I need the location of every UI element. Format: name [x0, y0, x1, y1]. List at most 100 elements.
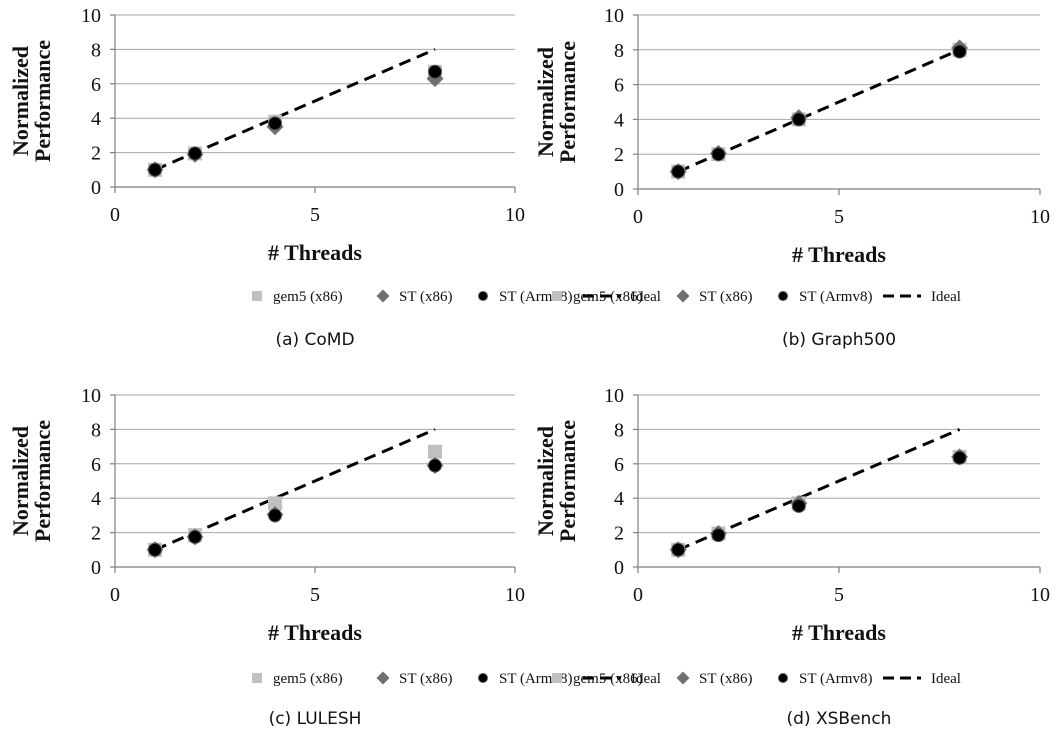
data-point-circle [952, 44, 967, 59]
legend-label: ST (x86) [399, 289, 452, 305]
x-tick-label: 0 [110, 204, 120, 226]
y-tick-label: 6 [91, 74, 101, 96]
legend-label: gem5 (x86) [573, 289, 643, 305]
legend-label: ST (x86) [699, 289, 752, 305]
data-point-square [428, 444, 442, 459]
x-tick-label: 0 [110, 584, 120, 606]
legend-label: Ideal [931, 289, 961, 305]
ideal-line [677, 428, 961, 552]
y-tick-label: 10 [604, 5, 624, 27]
chart-panel-2: 0 2 4 6 8 10 0 5 10 # Threads NormalizedPerformanc… [533, 5, 1050, 350]
x-axis-label: # Threads [792, 620, 886, 645]
x-tick-label: 10 [1030, 206, 1050, 228]
data-point-square [268, 496, 282, 511]
data-point-circle [711, 147, 726, 162]
y-tick-label: 10 [81, 5, 101, 27]
y-axis-label: Normalized [8, 426, 33, 536]
y-tick-label: 4 [614, 488, 624, 510]
data-point-circle [188, 529, 202, 544]
y-tick-label: 8 [614, 419, 624, 441]
y-tick-label: 0 [614, 179, 624, 201]
y-tick-label: 8 [614, 40, 624, 62]
data-point-circle [268, 508, 282, 523]
legend-square-icon [252, 673, 262, 683]
x-tick-label: 10 [505, 204, 525, 226]
legend: gem5 (x86) ST (x86) ST (Armv8) Ideal [552, 671, 961, 687]
data-point-circle [148, 162, 162, 177]
data-point-circle [711, 528, 726, 543]
y-axis-label: Performance [555, 41, 580, 163]
y-tick-label: 0 [91, 557, 101, 579]
data-point-circle [188, 146, 202, 161]
y-tick-label: 6 [614, 454, 624, 476]
legend-label: gem5 (x86) [573, 671, 643, 687]
y-tick-label: 6 [91, 454, 101, 476]
y-axis-label: Performance [30, 40, 55, 162]
legend-label: ST (Armv8) [799, 671, 872, 687]
y-tick-label: 2 [614, 523, 624, 545]
legend-label: ST (x86) [699, 671, 752, 687]
legend-diamond-icon [376, 671, 390, 685]
y-tick-label: 4 [91, 108, 101, 130]
y-tick-label: 8 [91, 39, 101, 61]
panel-caption: (b) Graph500 [782, 330, 896, 350]
chart-panel-4: 0 2 4 6 8 10 0 5 10 # Threads NormalizedPerformanc… [533, 385, 1050, 729]
legend-circle-icon [478, 291, 488, 301]
x-tick-label: 10 [505, 584, 525, 606]
x-tick-label: 5 [834, 206, 844, 228]
y-axis-label: Normalized [533, 47, 558, 157]
legend-label: gem5 (x86) [273, 289, 343, 305]
x-axis-label: # Threads [792, 242, 886, 267]
panel-caption: (a) CoMD [275, 330, 354, 350]
y-axis-label: Normalized [8, 46, 33, 156]
panel-caption: (c) LULESH [269, 709, 362, 729]
legend-circle-icon [478, 673, 488, 683]
legend-circle-icon [778, 673, 788, 683]
data-point-circle [148, 542, 162, 557]
legend-square-icon [552, 673, 562, 683]
data-point-circle [428, 64, 442, 79]
legend-square-icon [552, 291, 562, 301]
y-tick-label: 4 [91, 488, 101, 510]
y-tick-label: 10 [81, 385, 101, 407]
y-axis-label: Performance [30, 420, 55, 542]
y-tick-label: 0 [614, 557, 624, 579]
data-point-circle [791, 112, 806, 127]
legend-circle-icon [778, 291, 788, 301]
x-tick-label: 5 [310, 584, 320, 606]
legend: gem5 (x86) ST (x86) ST (Armv8) Ideal [552, 289, 961, 305]
x-axis-label: # Threads [268, 620, 362, 645]
y-axis-label: Performance [555, 420, 580, 542]
data-point-circle [268, 116, 282, 131]
legend-label: Ideal [631, 289, 661, 305]
data-point-circle [428, 458, 442, 473]
y-tick-label: 2 [614, 144, 624, 166]
ideal-line [677, 48, 961, 173]
legend-diamond-icon [676, 289, 690, 303]
panel-caption: (d) XSBench [787, 709, 892, 729]
legend-label: Ideal [931, 671, 961, 687]
legend-label: ST (x86) [399, 671, 452, 687]
legend-square-icon [252, 291, 262, 301]
data-point-circle [791, 498, 806, 513]
ideal-line [154, 428, 436, 552]
data-point-circle [671, 164, 686, 179]
x-tick-label: 0 [633, 206, 643, 228]
x-tick-label: 5 [834, 584, 844, 606]
x-tick-label: 10 [1030, 584, 1050, 606]
x-axis-label: # Threads [268, 240, 362, 265]
y-tick-label: 4 [614, 109, 624, 131]
x-tick-label: 0 [633, 584, 643, 606]
y-tick-label: 8 [91, 419, 101, 441]
legend-diamond-icon [676, 671, 690, 685]
y-tick-label: 6 [614, 75, 624, 97]
y-tick-label: 10 [604, 385, 624, 407]
y-tick-label: 0 [91, 177, 101, 199]
data-point-circle [671, 542, 686, 557]
legend-diamond-icon [376, 289, 390, 303]
y-tick-label: 2 [91, 143, 101, 165]
x-tick-label: 5 [310, 204, 320, 226]
